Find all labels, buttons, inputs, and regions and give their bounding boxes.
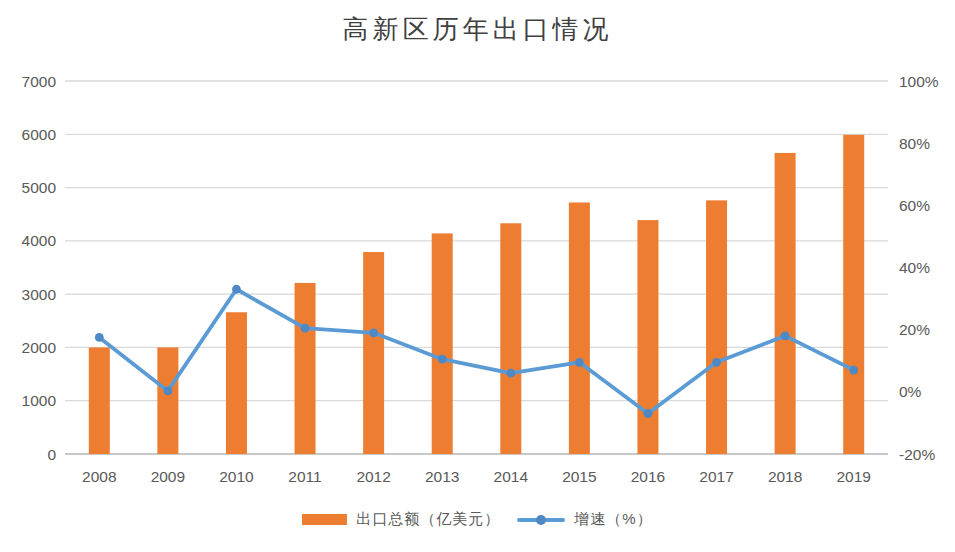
legend-line-marker-icon [536,515,546,525]
left-axis-tick-label: 3000 [22,286,57,303]
bar-2016 [637,220,658,454]
bar-2011 [295,283,316,454]
legend-bar-swatch [302,514,347,525]
bar-2008 [89,347,110,454]
x-axis-label-2015: 2015 [562,468,596,485]
line-point-2011 [301,324,310,333]
growth-line [99,289,853,413]
bar-2010 [226,312,247,454]
bar-2015 [569,202,590,454]
right-axis-tick-label: 40% [899,259,930,276]
x-axis-label-2010: 2010 [219,468,254,485]
bar-2017 [706,200,727,454]
x-axis-label-2009: 2009 [151,468,185,485]
legend: 出口总额（亿美元） 增速（%） [0,510,955,529]
right-axis-tick-label: 60% [899,197,930,214]
legend-line-swatch [517,514,565,526]
bar-2019 [843,135,864,454]
right-axis-tick-label: 80% [899,135,930,152]
line-point-2016 [644,409,653,418]
x-axis-label-2016: 2016 [631,468,665,485]
line-point-2019 [849,366,858,375]
line-point-2014 [506,369,515,378]
left-axis-tick-label: 6000 [22,126,57,143]
x-axis-label-2008: 2008 [82,468,116,485]
x-axis-label-2013: 2013 [425,468,459,485]
line-point-2012 [369,328,378,337]
legend-bar-label: 出口总额（亿美元） [356,510,500,529]
line-point-2010 [232,285,241,294]
line-point-2018 [781,331,790,340]
left-axis-tick-label: 2000 [22,339,57,356]
legend-line-label: 增速（%） [574,510,652,529]
right-axis-tick-label: 20% [899,321,930,338]
right-axis-tick-label: 0% [899,383,922,400]
x-axis-label-2018: 2018 [768,468,802,485]
left-axis-tick-label: 0 [47,446,56,463]
line-point-2013 [438,355,447,364]
left-axis-tick-label: 5000 [22,179,57,196]
x-axis-label-2014: 2014 [494,468,529,485]
right-axis-tick-label: -20% [899,446,935,463]
x-axis-label-2012: 2012 [356,468,390,485]
right-axis-tick-label: 100% [899,73,939,90]
bar-2013 [432,233,453,454]
left-axis-tick-label: 1000 [22,392,57,409]
chart-canvas: 0 1000 2000 3000 4000 5000 6000 7000 -20% 0% 20% 40… [0,0,955,552]
line-point-2008 [95,333,104,342]
bar-2012 [363,252,384,454]
left-axis-tick-label: 4000 [22,232,57,249]
line-point-2015 [575,358,584,367]
x-axis-label-2017: 2017 [699,468,733,485]
line-point-2009 [163,387,172,396]
line-point-2017 [712,358,721,367]
bar-2014 [500,223,521,454]
bar-2009 [157,347,178,454]
x-axis-label-2019: 2019 [836,468,870,485]
x-axis-label-2011: 2011 [288,468,321,485]
chart-container: 高新区历年出口情况 01000200030004000500060007000-… [0,0,955,552]
left-axis-tick-label: 7000 [22,73,57,90]
bar-2018 [775,153,796,454]
